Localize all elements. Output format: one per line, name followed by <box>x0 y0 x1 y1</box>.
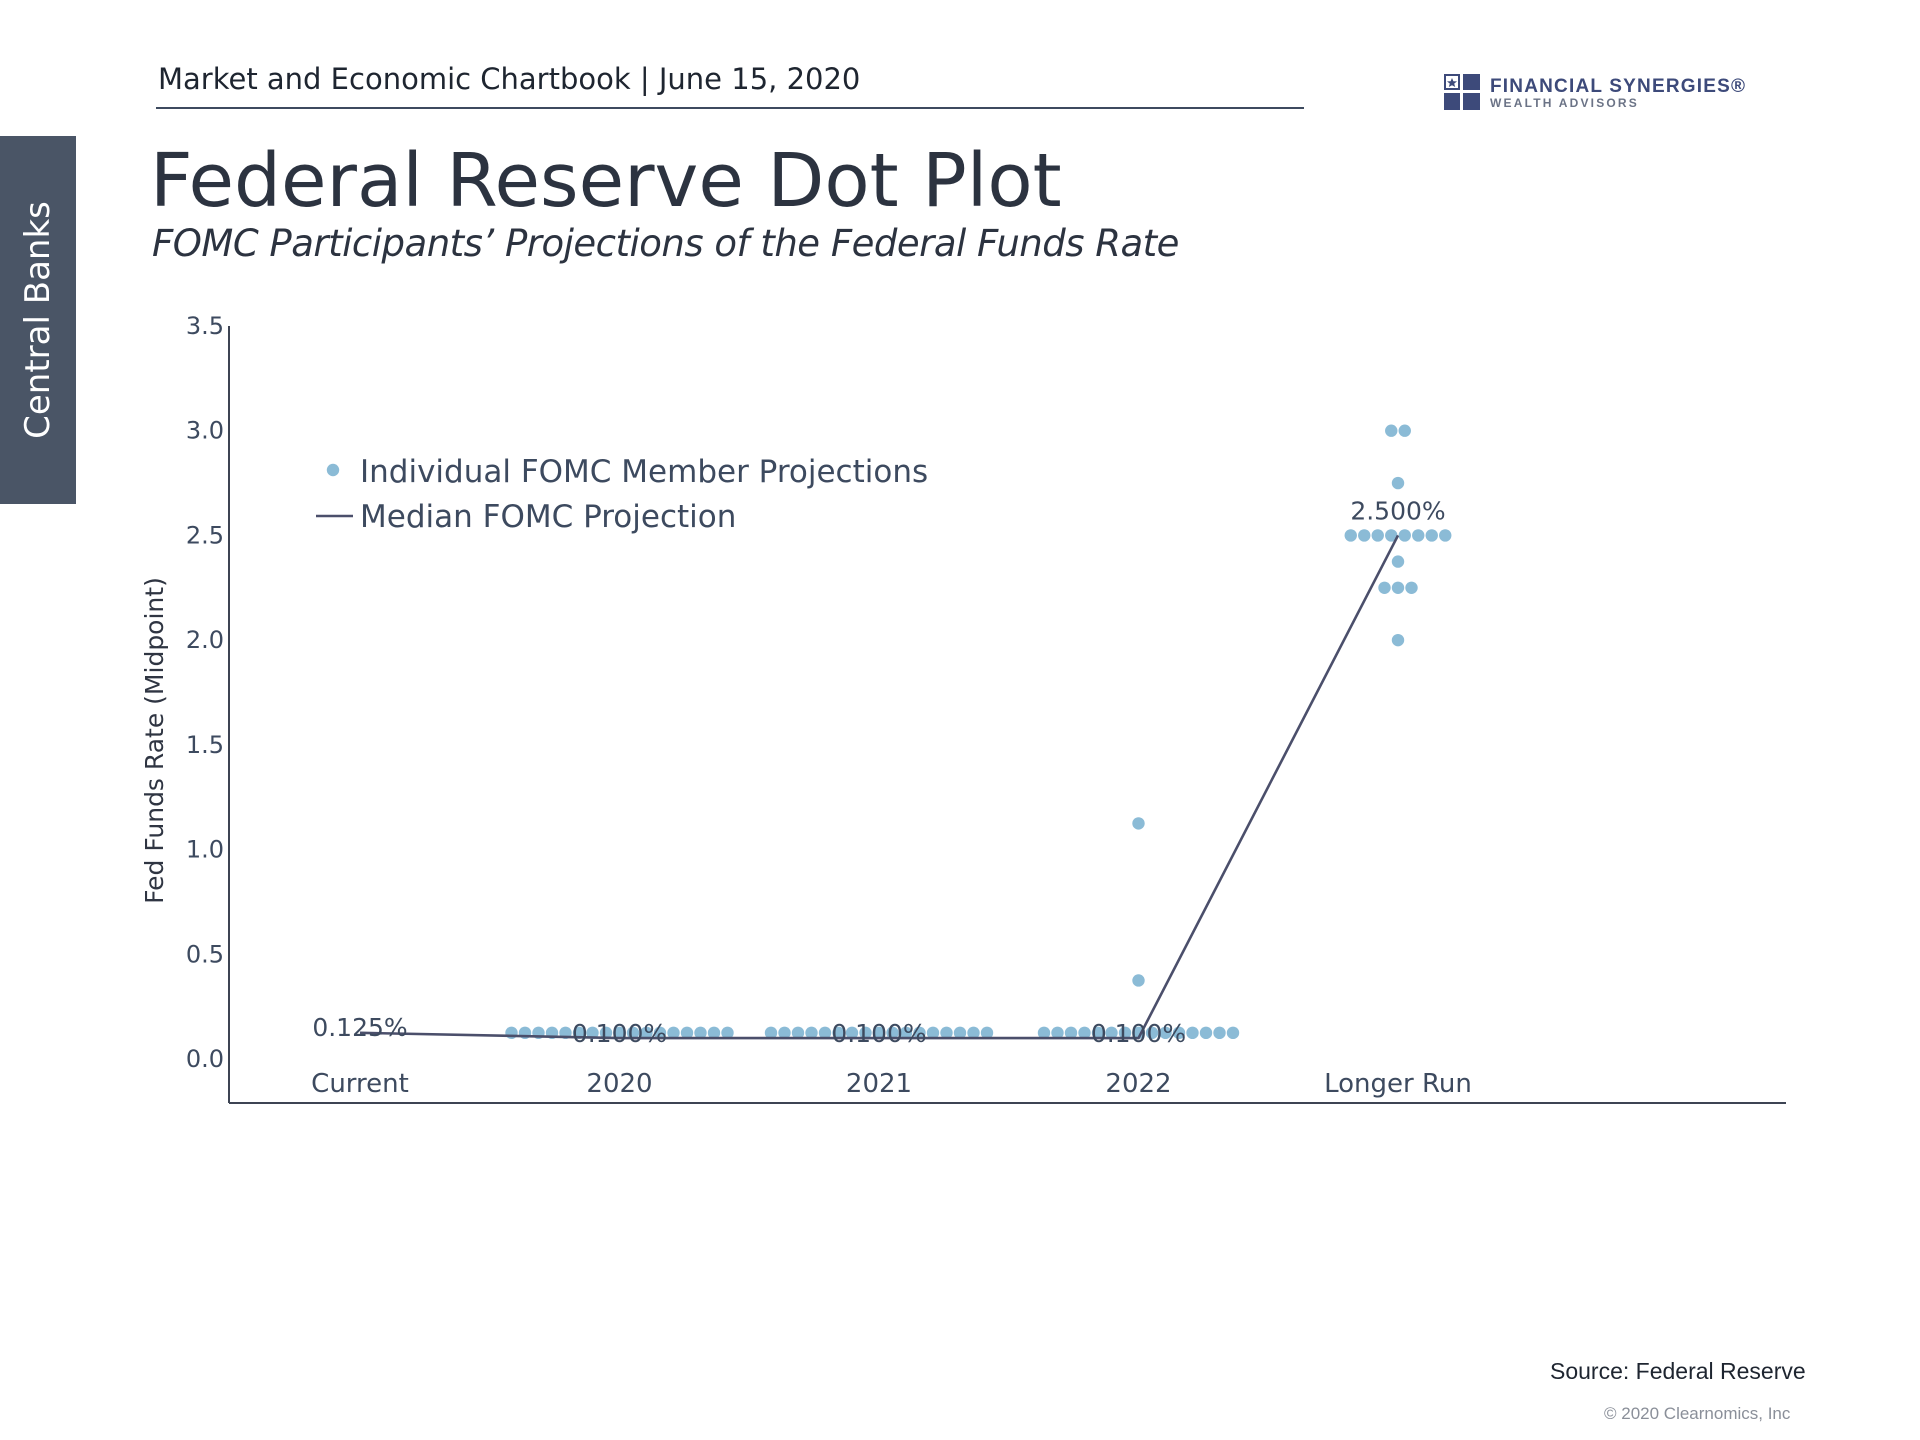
projection-dot <box>1425 529 1438 542</box>
y-tick-label: 1.5 <box>186 731 224 759</box>
projection-dot <box>791 1026 805 1040</box>
median-value-label: 0.100% <box>831 1019 926 1048</box>
copyright-note: © 2020 Clearnomics, Inc <box>1604 1404 1791 1423</box>
projection-dot <box>980 1026 994 1040</box>
projection-dot <box>778 1026 791 1040</box>
projection-dot <box>1064 1026 1078 1040</box>
projection-dot <box>599 1026 613 1040</box>
projection-dot <box>1132 974 1145 987</box>
x-category-label: 2020 <box>586 1069 652 1099</box>
page-title: Federal Reserve Dot Plot <box>150 138 1062 224</box>
projection-dot <box>667 1026 680 1040</box>
projection-dot <box>1172 1026 1186 1040</box>
projection-dot <box>1371 529 1384 542</box>
projection-dot <box>886 1026 899 1040</box>
projection-dot <box>1213 1026 1226 1040</box>
y-tick-label: 2.0 <box>186 626 224 654</box>
projection-dot <box>845 1026 859 1040</box>
projection-dot <box>805 1026 818 1040</box>
y-tick-label: 1.0 <box>186 836 224 864</box>
x-category-label: 2021 <box>846 1069 912 1099</box>
projection-dot <box>1344 529 1357 542</box>
y-tick-label: 2.5 <box>186 521 224 549</box>
projection-dot <box>653 1026 667 1040</box>
legend-line-label: Median FOMC Projection <box>360 499 736 535</box>
projection-dot <box>913 1026 926 1040</box>
projection-dot <box>953 1026 967 1040</box>
projection-dot <box>1078 1026 1091 1040</box>
projection-dot <box>967 1026 980 1040</box>
company-logo: FINANCIAL SYNERGIES® WEALTH ADVISORS <box>1444 74 1764 114</box>
y-tick-label: 3.5 <box>186 312 224 340</box>
projection-dot <box>640 1026 653 1040</box>
logo-subtitle: WEALTH ADVISORS <box>1490 96 1639 110</box>
projection-dot <box>764 1026 778 1040</box>
projection-dot <box>1405 581 1418 594</box>
logo-flag-icon <box>1444 74 1480 110</box>
dot-plot-chart: 0.0 0.5 1.0 1.5 2.0 2.5 3.0 3.5 Fed Funds Rate (… <box>140 312 1786 1104</box>
projection-dot <box>1385 424 1398 437</box>
projection-dot <box>613 1026 626 1040</box>
projection-dot <box>1186 1026 1199 1040</box>
median-value-label: 0.100% <box>1091 1019 1186 1048</box>
projection-dot <box>1091 1026 1105 1040</box>
projection-dot <box>626 1026 640 1040</box>
logo-name: FINANCIAL SYNERGIES® <box>1490 76 1747 97</box>
chartbook-header: Market and Economic Chartbook | June 15,… <box>158 62 861 96</box>
x-category-label: Current <box>311 1069 409 1099</box>
projection-dot <box>1439 529 1452 542</box>
projection-dot <box>1391 476 1405 490</box>
projection-dot <box>818 1026 832 1040</box>
projection-dot <box>1391 581 1405 594</box>
legend-dots-label: Individual FOMC Member Projections <box>360 454 928 490</box>
page-subtitle: FOMC Participants’ Projections of the Fe… <box>152 222 1179 265</box>
y-tick-label: 0.5 <box>186 940 224 968</box>
projection-dot <box>586 1026 599 1040</box>
projection-dot <box>1398 424 1411 437</box>
projection-dot <box>1118 1026 1132 1040</box>
projection-dot <box>1226 1026 1240 1040</box>
projection-dot <box>1159 1026 1172 1040</box>
projection-dot <box>859 1026 872 1040</box>
projection-dot <box>872 1026 886 1040</box>
projection-dot <box>1105 1026 1118 1040</box>
median-line <box>359 534 1400 1040</box>
y-tick-label: 3.0 <box>186 417 224 445</box>
projection-dot <box>832 1026 845 1040</box>
projection-dot <box>1199 1026 1213 1040</box>
source-note: Source: Federal Reserve <box>1550 1358 1806 1384</box>
projection-dot <box>680 1026 694 1040</box>
projection-dot <box>926 1026 940 1040</box>
projection-dot <box>1385 529 1398 542</box>
y-tick-label: 0.0 <box>186 1045 224 1073</box>
projection-dot <box>707 1026 721 1040</box>
projection-dot <box>899 1026 913 1040</box>
median-value-label: 0.100% <box>572 1019 667 1048</box>
projection-dot <box>1391 633 1405 647</box>
projection-dot <box>1412 529 1425 542</box>
projection-dot <box>1398 529 1411 542</box>
x-category-label: Longer Run <box>1324 1069 1472 1099</box>
projection-dot <box>1358 529 1371 542</box>
projection-dot <box>940 1026 953 1040</box>
median-value-label: 2.500% <box>1350 496 1445 525</box>
projection-dot <box>721 1026 734 1040</box>
projection-dot <box>1051 1026 1064 1040</box>
projection-dot <box>1391 555 1405 568</box>
projection-dot <box>694 1026 707 1040</box>
projection-dot <box>1378 581 1391 594</box>
projection-dot <box>1132 817 1145 830</box>
header-divider <box>156 107 1304 109</box>
projection-dot <box>1145 1026 1159 1040</box>
y-axis-title: Fed Funds Rate (Midpoint) <box>140 577 169 904</box>
side-tab: Central Banks <box>0 136 76 504</box>
x-category-label: 2022 <box>1105 1069 1171 1099</box>
median-value-label: 0.125% <box>312 1013 407 1042</box>
legend-dot-marker <box>326 463 340 477</box>
projection-dot <box>1037 1026 1051 1040</box>
